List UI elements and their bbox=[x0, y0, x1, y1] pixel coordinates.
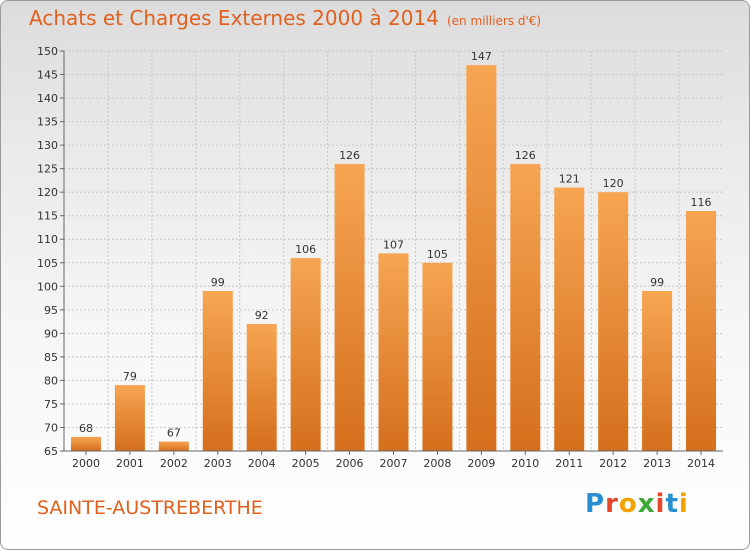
x-tick-label: 2003 bbox=[204, 457, 232, 470]
bar bbox=[70, 436, 101, 451]
y-tick-label: 75 bbox=[44, 398, 58, 411]
x-tick-label: 2013 bbox=[643, 457, 671, 470]
x-tick-label: 2008 bbox=[423, 457, 451, 470]
data-label: 121 bbox=[559, 172, 580, 185]
logo-letter: P bbox=[585, 489, 606, 519]
y-tick-label: 80 bbox=[44, 374, 58, 387]
chart-unit-label: (en milliers d'€) bbox=[446, 14, 542, 28]
data-label: 126 bbox=[515, 149, 536, 162]
y-tick-label: 70 bbox=[44, 421, 58, 434]
y-tick-label: 140 bbox=[37, 92, 58, 105]
data-label: 99 bbox=[650, 276, 664, 289]
y-tick-label: 90 bbox=[44, 327, 58, 340]
bar bbox=[598, 192, 629, 452]
chart-title-text: Achats et Charges Externes 2000 à 2014 bbox=[29, 6, 439, 30]
logo-letter: i bbox=[655, 489, 666, 519]
data-label: 116 bbox=[691, 196, 712, 209]
y-tick-label: 65 bbox=[44, 445, 58, 458]
bars: 68 79 67 99 92 106 126 107 105 147 126 121 120 99 116 bbox=[70, 50, 717, 452]
axes: 65 70 75 80 85 90 95 100 105 110 115 120 125 130 135 14… bbox=[37, 45, 723, 470]
y-tick-label: 115 bbox=[37, 210, 58, 223]
data-label: 106 bbox=[295, 243, 316, 256]
data-label: 67 bbox=[167, 427, 181, 440]
bar bbox=[158, 441, 189, 451]
data-label: 107 bbox=[383, 238, 404, 251]
data-label: 68 bbox=[79, 422, 93, 435]
data-label: 120 bbox=[603, 177, 624, 190]
logo-letter: t bbox=[665, 489, 679, 519]
bar bbox=[686, 211, 717, 451]
x-tick-label: 2002 bbox=[160, 457, 188, 470]
data-label: 99 bbox=[211, 276, 225, 289]
y-tick-label: 105 bbox=[37, 257, 58, 270]
data-label: 147 bbox=[471, 50, 492, 63]
y-tick-label: 120 bbox=[37, 186, 58, 199]
proxiti-logo: Proxiti bbox=[585, 489, 689, 519]
logo-letter: o bbox=[618, 489, 638, 519]
y-tick-label: 125 bbox=[37, 163, 58, 176]
commune-name: SAINTE-AUSTREBERTHE bbox=[37, 497, 263, 519]
x-tick-label: 2005 bbox=[292, 457, 320, 470]
x-tick-label: 2007 bbox=[380, 457, 408, 470]
x-tick-label: 2004 bbox=[248, 457, 276, 470]
y-tick-label: 85 bbox=[44, 351, 58, 364]
y-tick-label: 130 bbox=[37, 139, 58, 152]
bar bbox=[642, 291, 673, 451]
x-tick-label: 2009 bbox=[467, 457, 495, 470]
x-tick-label: 2014 bbox=[687, 457, 715, 470]
bar bbox=[202, 291, 233, 451]
x-tick-label: 2001 bbox=[116, 457, 144, 470]
bar bbox=[246, 323, 277, 451]
x-tick-label: 2000 bbox=[72, 457, 100, 470]
x-tick-label: 2010 bbox=[511, 457, 539, 470]
data-label: 92 bbox=[255, 309, 269, 322]
logo-letter: i bbox=[678, 489, 689, 519]
bar bbox=[334, 163, 365, 452]
y-tick-label: 150 bbox=[37, 45, 58, 58]
y-tick-label: 145 bbox=[37, 69, 58, 82]
data-label: 105 bbox=[427, 248, 448, 261]
bar bbox=[510, 163, 541, 452]
bar bbox=[554, 187, 585, 451]
logo-letter: r bbox=[605, 489, 619, 519]
data-label: 126 bbox=[339, 149, 360, 162]
bar bbox=[290, 258, 321, 451]
logo-letter: x bbox=[637, 489, 656, 519]
chart-title: Achats et Charges Externes 2000 à 2014 (e… bbox=[29, 6, 541, 30]
x-tick-label: 2006 bbox=[336, 457, 364, 470]
x-tick-label: 2011 bbox=[555, 457, 583, 470]
data-label: 79 bbox=[123, 370, 137, 383]
y-tick-label: 100 bbox=[37, 280, 58, 293]
x-tick-label: 2012 bbox=[599, 457, 627, 470]
y-tick-label: 95 bbox=[44, 304, 58, 317]
bar bbox=[466, 65, 497, 451]
bar bbox=[114, 385, 145, 451]
y-tick-label: 110 bbox=[37, 233, 58, 246]
bar bbox=[378, 253, 409, 451]
y-tick-label: 135 bbox=[37, 116, 58, 129]
bar bbox=[422, 262, 453, 451]
